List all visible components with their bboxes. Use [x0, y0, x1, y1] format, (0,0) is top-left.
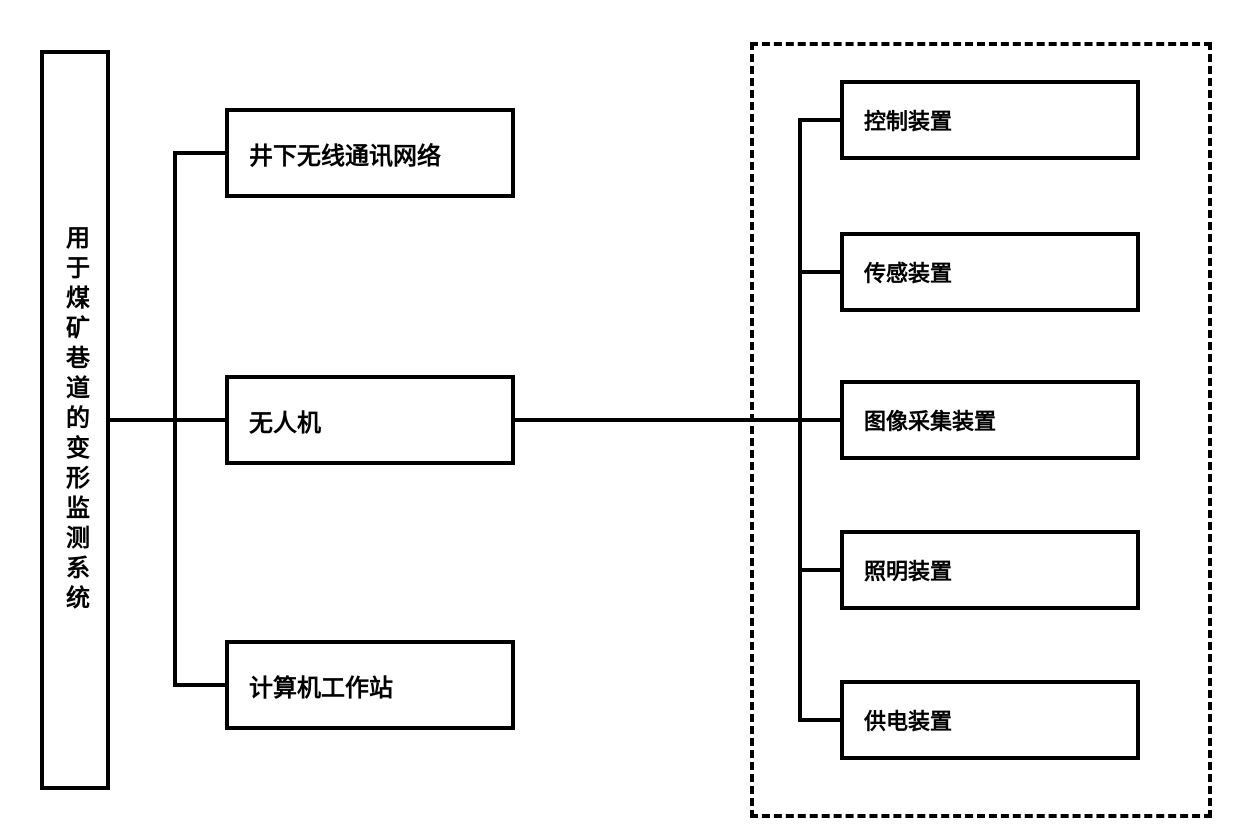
mid-node-network: 井下无线通讯网络	[225, 108, 515, 198]
root-label: 用于煤矿巷道的变形监测系统	[58, 225, 93, 615]
leaf-node-label: 供电装置	[864, 704, 952, 736]
leaf-node-label: 控制装置	[864, 104, 952, 136]
mid-node-label: 井下无线通讯网络	[249, 136, 441, 171]
leaf-node-label: 传感装置	[864, 256, 952, 288]
connector-line	[173, 683, 225, 687]
root-node: 用于煤矿巷道的变形监测系统	[40, 50, 110, 790]
leaf-node-label: 图像采集装置	[864, 404, 996, 436]
connector-line	[173, 418, 225, 422]
diagram-canvas: 用于煤矿巷道的变形监测系统 井下无线通讯网络 无人机 计算机工作站 控制装置 传…	[0, 0, 1240, 836]
leaf-node-power: 供电装置	[840, 680, 1140, 760]
leaf-node-lighting: 照明装置	[840, 530, 1140, 610]
leaf-node-label: 照明装置	[864, 554, 952, 586]
connector-line	[173, 151, 225, 155]
connector-line	[110, 418, 175, 422]
leaf-node-control: 控制装置	[840, 80, 1140, 160]
mid-node-uav: 无人机	[225, 375, 515, 465]
leaf-node-image: 图像采集装置	[840, 380, 1140, 460]
mid-node-label: 无人机	[249, 403, 321, 438]
mid-node-label: 计算机工作站	[249, 668, 393, 703]
leaf-node-sensor: 传感装置	[840, 232, 1140, 312]
mid-node-workstation: 计算机工作站	[225, 640, 515, 730]
